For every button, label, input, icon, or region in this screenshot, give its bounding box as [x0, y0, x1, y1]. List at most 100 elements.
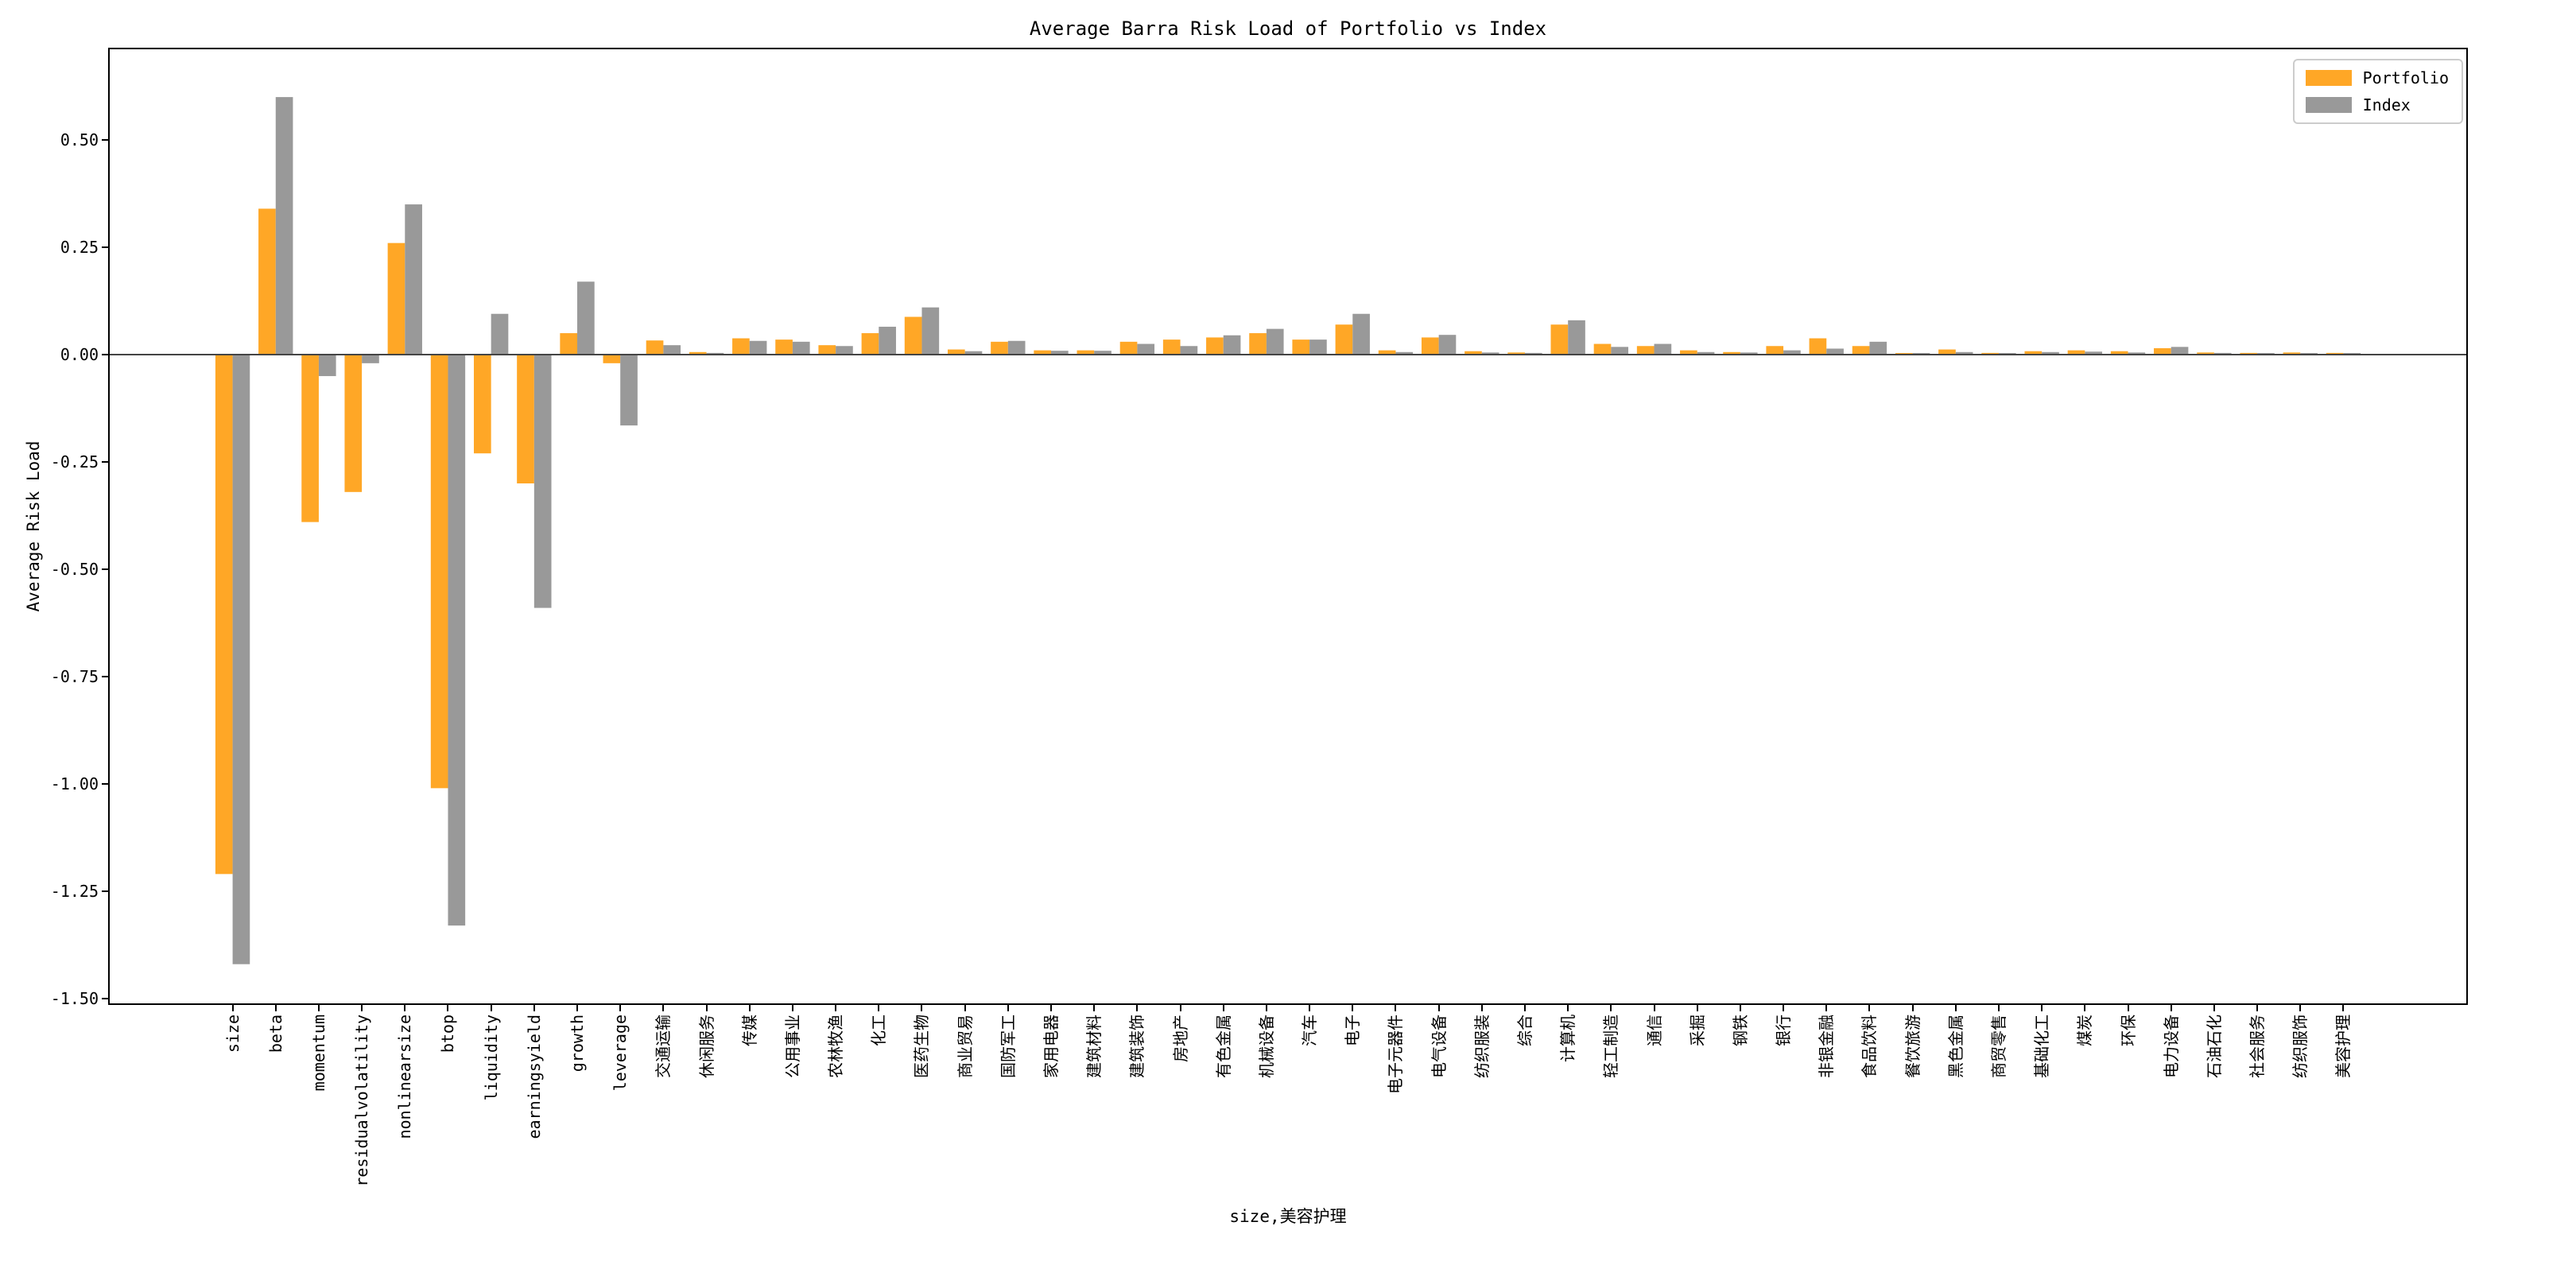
- x-tick-label: 社会服务: [2248, 1014, 2268, 1078]
- x-tick-mark: [1352, 1005, 1354, 1011]
- x-tick-label: nonlinearsize: [395, 1014, 415, 1139]
- x-tick-label: 采掘: [1687, 1014, 1707, 1046]
- bar-index-22: [1180, 346, 1198, 355]
- bar-index-31: [1568, 320, 1585, 355]
- bar-portfolio-18: [991, 341, 1008, 355]
- x-tick-label: 轻工制造: [1601, 1014, 1621, 1078]
- bar-index-38: [1869, 341, 1887, 355]
- x-tick-mark: [1007, 1005, 1009, 1011]
- x-tick-label: size: [223, 1014, 242, 1053]
- y-tick-mark: [102, 890, 108, 892]
- bar-portfolio-17: [947, 349, 965, 355]
- bar-index-42: [2042, 351, 2059, 355]
- y-tick-mark: [102, 675, 108, 677]
- x-tick-mark: [1610, 1005, 1612, 1011]
- x-tick-label: 食品饮料: [1860, 1014, 1880, 1078]
- bar-index-32: [1611, 347, 1629, 355]
- x-tick-mark: [878, 1005, 880, 1011]
- legend-item-index: Index: [2305, 95, 2449, 114]
- bar-portfolio-8: [560, 333, 578, 355]
- x-tick-label: 石油石化: [2204, 1014, 2224, 1078]
- x-tick-label: 电子元器件: [1386, 1014, 1406, 1094]
- x-tick-mark: [1653, 1005, 1655, 1011]
- bar-index-17: [964, 351, 983, 355]
- x-tick-label: beta: [266, 1014, 285, 1053]
- x-tick-mark: [361, 1005, 363, 1011]
- y-tick-mark: [102, 782, 108, 785]
- x-tick-label: 银行: [1774, 1014, 1794, 1046]
- bar-portfolio-25: [1292, 339, 1310, 355]
- y-tick-mark: [102, 246, 108, 249]
- x-tick-mark: [1997, 1005, 2000, 1011]
- bar-index-2: [318, 355, 336, 377]
- x-tick-label: 电力设备: [2161, 1014, 2181, 1078]
- bar-portfolio-42: [2024, 351, 2043, 355]
- x-tick-label: 农林牧渔: [826, 1014, 846, 1078]
- bar-portfolio-0: [215, 355, 233, 875]
- bar-index-21: [1137, 343, 1155, 355]
- chart-title: Average Barra Risk Load of Portfolio vs …: [1029, 17, 1547, 40]
- bar-portfolio-26: [1335, 324, 1353, 355]
- bar-index-5: [448, 355, 466, 926]
- bar-index-4: [405, 204, 422, 355]
- x-tick-mark: [2213, 1005, 2215, 1011]
- x-tick-mark: [2084, 1005, 2086, 1011]
- x-tick-mark: [404, 1005, 406, 1011]
- x-tick-mark: [1437, 1005, 1440, 1011]
- x-tick-label: 钢铁: [1730, 1014, 1750, 1046]
- x-tick-mark: [1523, 1005, 1526, 1011]
- bar-index-30: [1524, 352, 1542, 355]
- x-tick-mark: [964, 1005, 966, 1011]
- x-tick-mark: [2342, 1005, 2345, 1011]
- portfolio-swatch: [2305, 70, 2352, 86]
- index-swatch: [2305, 97, 2352, 113]
- x-tick-mark: [1309, 1005, 1311, 1011]
- bar-index-37: [1826, 348, 1844, 355]
- bar-portfolio-2: [301, 355, 319, 522]
- bar-portfolio-12: [732, 338, 750, 355]
- x-tick-label: 汽车: [1300, 1014, 1320, 1046]
- y-tick-mark: [102, 139, 108, 142]
- y-tick-label: -0.50: [50, 559, 99, 579]
- x-tick-label: residualvolatility: [352, 1014, 372, 1187]
- bar-portfolio-35: [1723, 351, 1740, 355]
- bar-portfolio-40: [1938, 349, 1956, 355]
- x-tick-label: 基础化工: [2032, 1014, 2052, 1078]
- y-tick-mark: [102, 997, 108, 999]
- x-tick-label: 通信: [1644, 1014, 1664, 1046]
- bar-index-25: [1309, 339, 1327, 355]
- bar-portfolio-5: [430, 355, 448, 789]
- bar-portfolio-31: [1550, 324, 1569, 355]
- x-tick-mark: [317, 1005, 320, 1011]
- bar-portfolio-29: [1465, 351, 1482, 355]
- x-tick-mark: [1739, 1005, 1741, 1011]
- x-tick-mark: [490, 1005, 492, 1011]
- bar-index-28: [1438, 335, 1457, 355]
- bar-portfolio-37: [1809, 338, 1827, 355]
- bar-portfolio-10: [646, 340, 664, 355]
- bar-portfolio-32: [1593, 343, 1612, 355]
- bar-portfolio-36: [1766, 346, 1784, 355]
- bar-index-6: [491, 313, 509, 355]
- x-tick-mark: [1222, 1005, 1224, 1011]
- x-tick-mark: [1696, 1005, 1698, 1011]
- x-tick-label: 纺织服装: [1472, 1014, 1492, 1078]
- plot-area: [108, 48, 2468, 1005]
- bar-portfolio-19: [1034, 350, 1052, 355]
- bar-portfolio-48: [2283, 352, 2301, 355]
- x-tick-label: growth: [568, 1014, 588, 1073]
- x-tick-label: earningsyield: [524, 1014, 544, 1139]
- bar-portfolio-30: [1507, 352, 1525, 355]
- y-tick-label: -0.25: [50, 452, 99, 471]
- x-tick-mark: [1395, 1005, 1397, 1011]
- x-tick-label: 有色金属: [1213, 1014, 1233, 1078]
- bar-index-24: [1266, 328, 1284, 355]
- bar-index-8: [577, 281, 595, 355]
- bar-portfolio-34: [1680, 350, 1697, 355]
- bar-index-36: [1783, 350, 1801, 355]
- bar-index-11: [706, 352, 724, 355]
- x-tick-mark: [1868, 1005, 1871, 1011]
- legend: Portfolio Index: [2292, 59, 2463, 124]
- bar-index-10: [663, 345, 681, 355]
